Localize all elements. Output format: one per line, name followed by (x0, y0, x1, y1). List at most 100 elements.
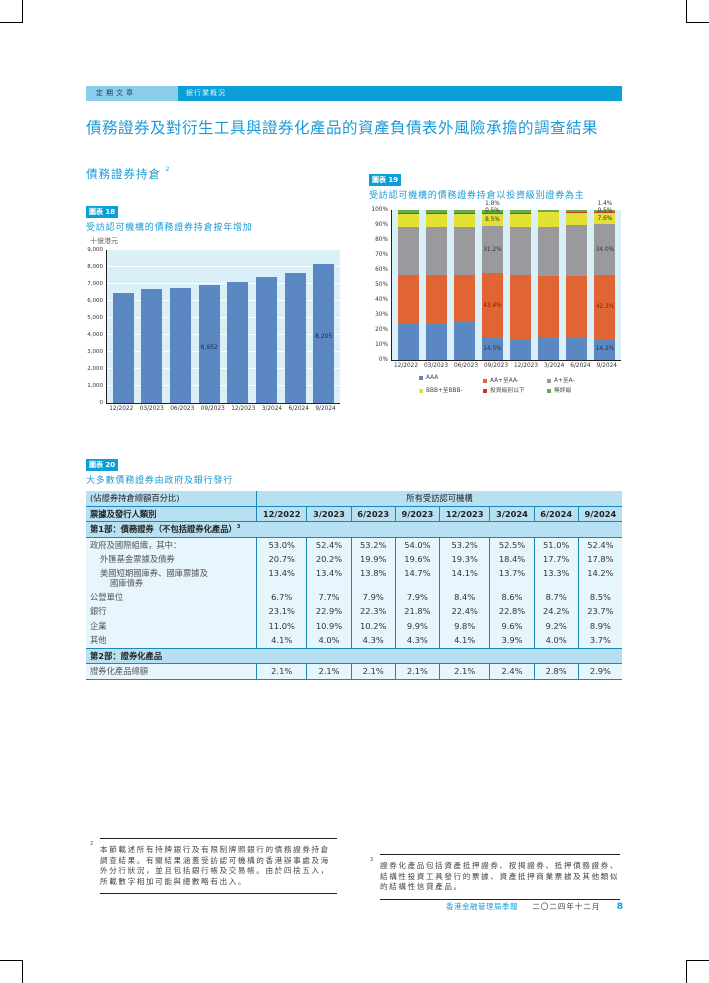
y-tick-label: 60% (375, 267, 388, 273)
x-tick-label: 6/2024 (288, 406, 309, 412)
legend-item: AA+至AA- (483, 375, 547, 384)
legend-item: 無評級 (547, 385, 611, 394)
bar-segment (538, 210, 560, 213)
stacked-bar: 14.5% 43.4% 31.2% 8.5% 1.8% 0.5% (481, 201, 503, 360)
y-tick-label: 0% (378, 357, 388, 363)
table-cell: 8.6% (489, 589, 535, 604)
table-row: 其他 4.1% 4.0% 4.3% 4.3% 4.1% 3.9% 4.0% 3.7% (86, 633, 622, 649)
table-cell: 8.7% (533, 589, 579, 604)
x-tick-label: 6/2024 (570, 363, 591, 369)
bar-segment: 43.4% (481, 273, 503, 339)
footnote-text: 證券化產品包括資產抵押證券、按揭證券、抵押債務證券、結構性投資工具發行的票據、資… (380, 861, 620, 891)
bar-segment (566, 225, 588, 276)
bar: 8,205 (313, 263, 335, 403)
bar-segment (453, 275, 475, 322)
stacked-bar (538, 210, 560, 360)
y-tick-label: 70% (375, 252, 388, 258)
legend-item: A+至A- (547, 375, 611, 384)
bar-segment (425, 275, 447, 323)
table-cell: 2.1% (255, 663, 307, 680)
x-tick-label: 9/2024 (315, 406, 336, 412)
table-row: 政府及國際組織，其中： 53.0% 52.4% 53.2% 54.0% 53.2% 52.5… (86, 537, 622, 552)
bar-segment (538, 212, 560, 227)
column-header: 6/2023 (350, 506, 396, 522)
bar-segment (594, 212, 616, 213)
table-cell: 13.3% (533, 566, 579, 590)
bar-segment: 7.6% (594, 212, 616, 225)
table-caption: (佔證券持倉總額百分比) (86, 491, 257, 507)
table-cell: 10.2% (350, 618, 396, 633)
bar (141, 288, 163, 403)
bar-segment (453, 210, 475, 213)
x-tick-label: 06/2023 (453, 363, 479, 369)
gridline (107, 283, 340, 284)
subsection-label: 銀行業概況 (178, 86, 622, 101)
column-header: 12/2022 (255, 506, 307, 522)
y-tick-label: 3,000 (87, 349, 103, 355)
y-tick-label: 1,000 (87, 382, 103, 389)
row-label: 美國短期國庫券、國庫票據及 國庫債券 (86, 566, 257, 590)
column-header: 3/2024 (489, 506, 535, 522)
table-cell: 8.4% (438, 589, 490, 604)
table-cell: 3.9% (489, 633, 535, 649)
table-cell: 6.7% (255, 589, 307, 604)
table-row: 企業 11.0% 10.9% 10.2% 9.9% 9.8% 9.6% 9.2% 8.9% (86, 618, 622, 633)
chart-18-plot-area: 0 1,000 2,000 3,000 4,000 5,000 6,000 7,000 8,00… (87, 247, 340, 406)
table-cell: 9.8% (438, 618, 490, 633)
bar-segment (510, 275, 532, 339)
bar-segment (566, 213, 588, 225)
table-cell: 4.3% (350, 633, 396, 649)
table-cell: 4.0% (533, 633, 579, 649)
row-label-text: 公營單位 (90, 591, 124, 602)
bar-segment (481, 210, 503, 213)
table-cell: 54.0% (394, 537, 440, 552)
y-tick-label: 7,000 (87, 280, 103, 287)
table-row: 公營單位 6.7% 7.7% 7.9% 7.9% 8.4% 8.6% 8.7% 8.5% (86, 589, 622, 604)
stacked-bar (510, 210, 532, 360)
crop-mark-bottom-left (0, 960, 23, 983)
row-label: 其他 (86, 633, 257, 649)
table-cell: 14.7% (394, 566, 440, 590)
table-cell: 52.4% (577, 537, 622, 552)
x-tick-label: 12/2022 (109, 406, 134, 412)
table-cell: 21.8% (394, 604, 440, 619)
table-cell: 19.6% (394, 552, 440, 567)
data-label: 8.5% (485, 216, 500, 223)
bar (112, 292, 134, 403)
page-title: 債務證券及對衍生工具與證券化產品的資產負債表外風險承擔的調查結果 (86, 119, 599, 137)
row-label: 證券化產品總額 (86, 663, 257, 680)
legend-item: AAA (419, 375, 483, 384)
bar-segment (453, 227, 475, 276)
legend-label: 投資級別以下 (490, 388, 525, 394)
figure-19-header: 圖表 19 受訪認可機構的債務證券持倉以投資級別證券為主 (369, 167, 585, 201)
column-header: 12/2023 (438, 506, 490, 522)
row-label-text: 國庫債券 (110, 577, 144, 588)
bar-segment (510, 213, 532, 227)
x-tick-label: 12/2022 (393, 363, 419, 369)
y-tick-label: 80% (375, 237, 388, 243)
bar-segment (510, 212, 532, 214)
data-label: 1.8% (485, 201, 500, 207)
footnote-number: 2 (90, 841, 95, 847)
crop-mark-top-right (686, 0, 709, 23)
gridline (107, 351, 340, 352)
data-label: 6,952 (200, 343, 218, 351)
table-cell: 4.0% (306, 633, 352, 649)
legend-label: 無評級 (554, 388, 572, 394)
bar-segment (453, 212, 475, 214)
page-number: 8 (616, 902, 623, 912)
x-tick-label: 09/2023 (200, 406, 225, 412)
table-cell: 22.8% (489, 604, 535, 619)
legend-swatch-icon (419, 388, 423, 393)
bar (255, 276, 277, 403)
legend-label: A+至A- (554, 378, 575, 384)
bar-segment (425, 213, 447, 228)
part-2-row: 第2部：證券化產品 (86, 647, 622, 664)
gridline (107, 300, 340, 301)
y-tick-label: 4,000 (87, 332, 103, 338)
bar-segment (397, 210, 419, 213)
stacked-bar: 14.2% 42.3% 34.0% 7.6% 1.4% 0.5% (594, 201, 616, 360)
publication-date: 二〇二四年十二月 (532, 902, 601, 911)
section-title: 債務證券持倉 2 (86, 166, 170, 182)
x-tick-label: 12/2023 (231, 406, 256, 412)
